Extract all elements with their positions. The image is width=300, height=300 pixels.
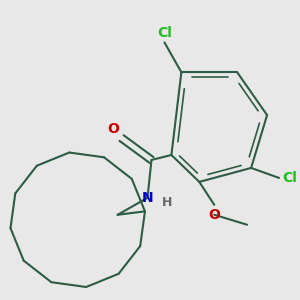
Text: O: O [108,122,120,136]
Text: O: O [208,208,220,222]
Text: H: H [161,196,172,209]
Text: Cl: Cl [157,26,172,40]
Text: Cl: Cl [282,171,297,185]
Text: N: N [142,191,153,205]
